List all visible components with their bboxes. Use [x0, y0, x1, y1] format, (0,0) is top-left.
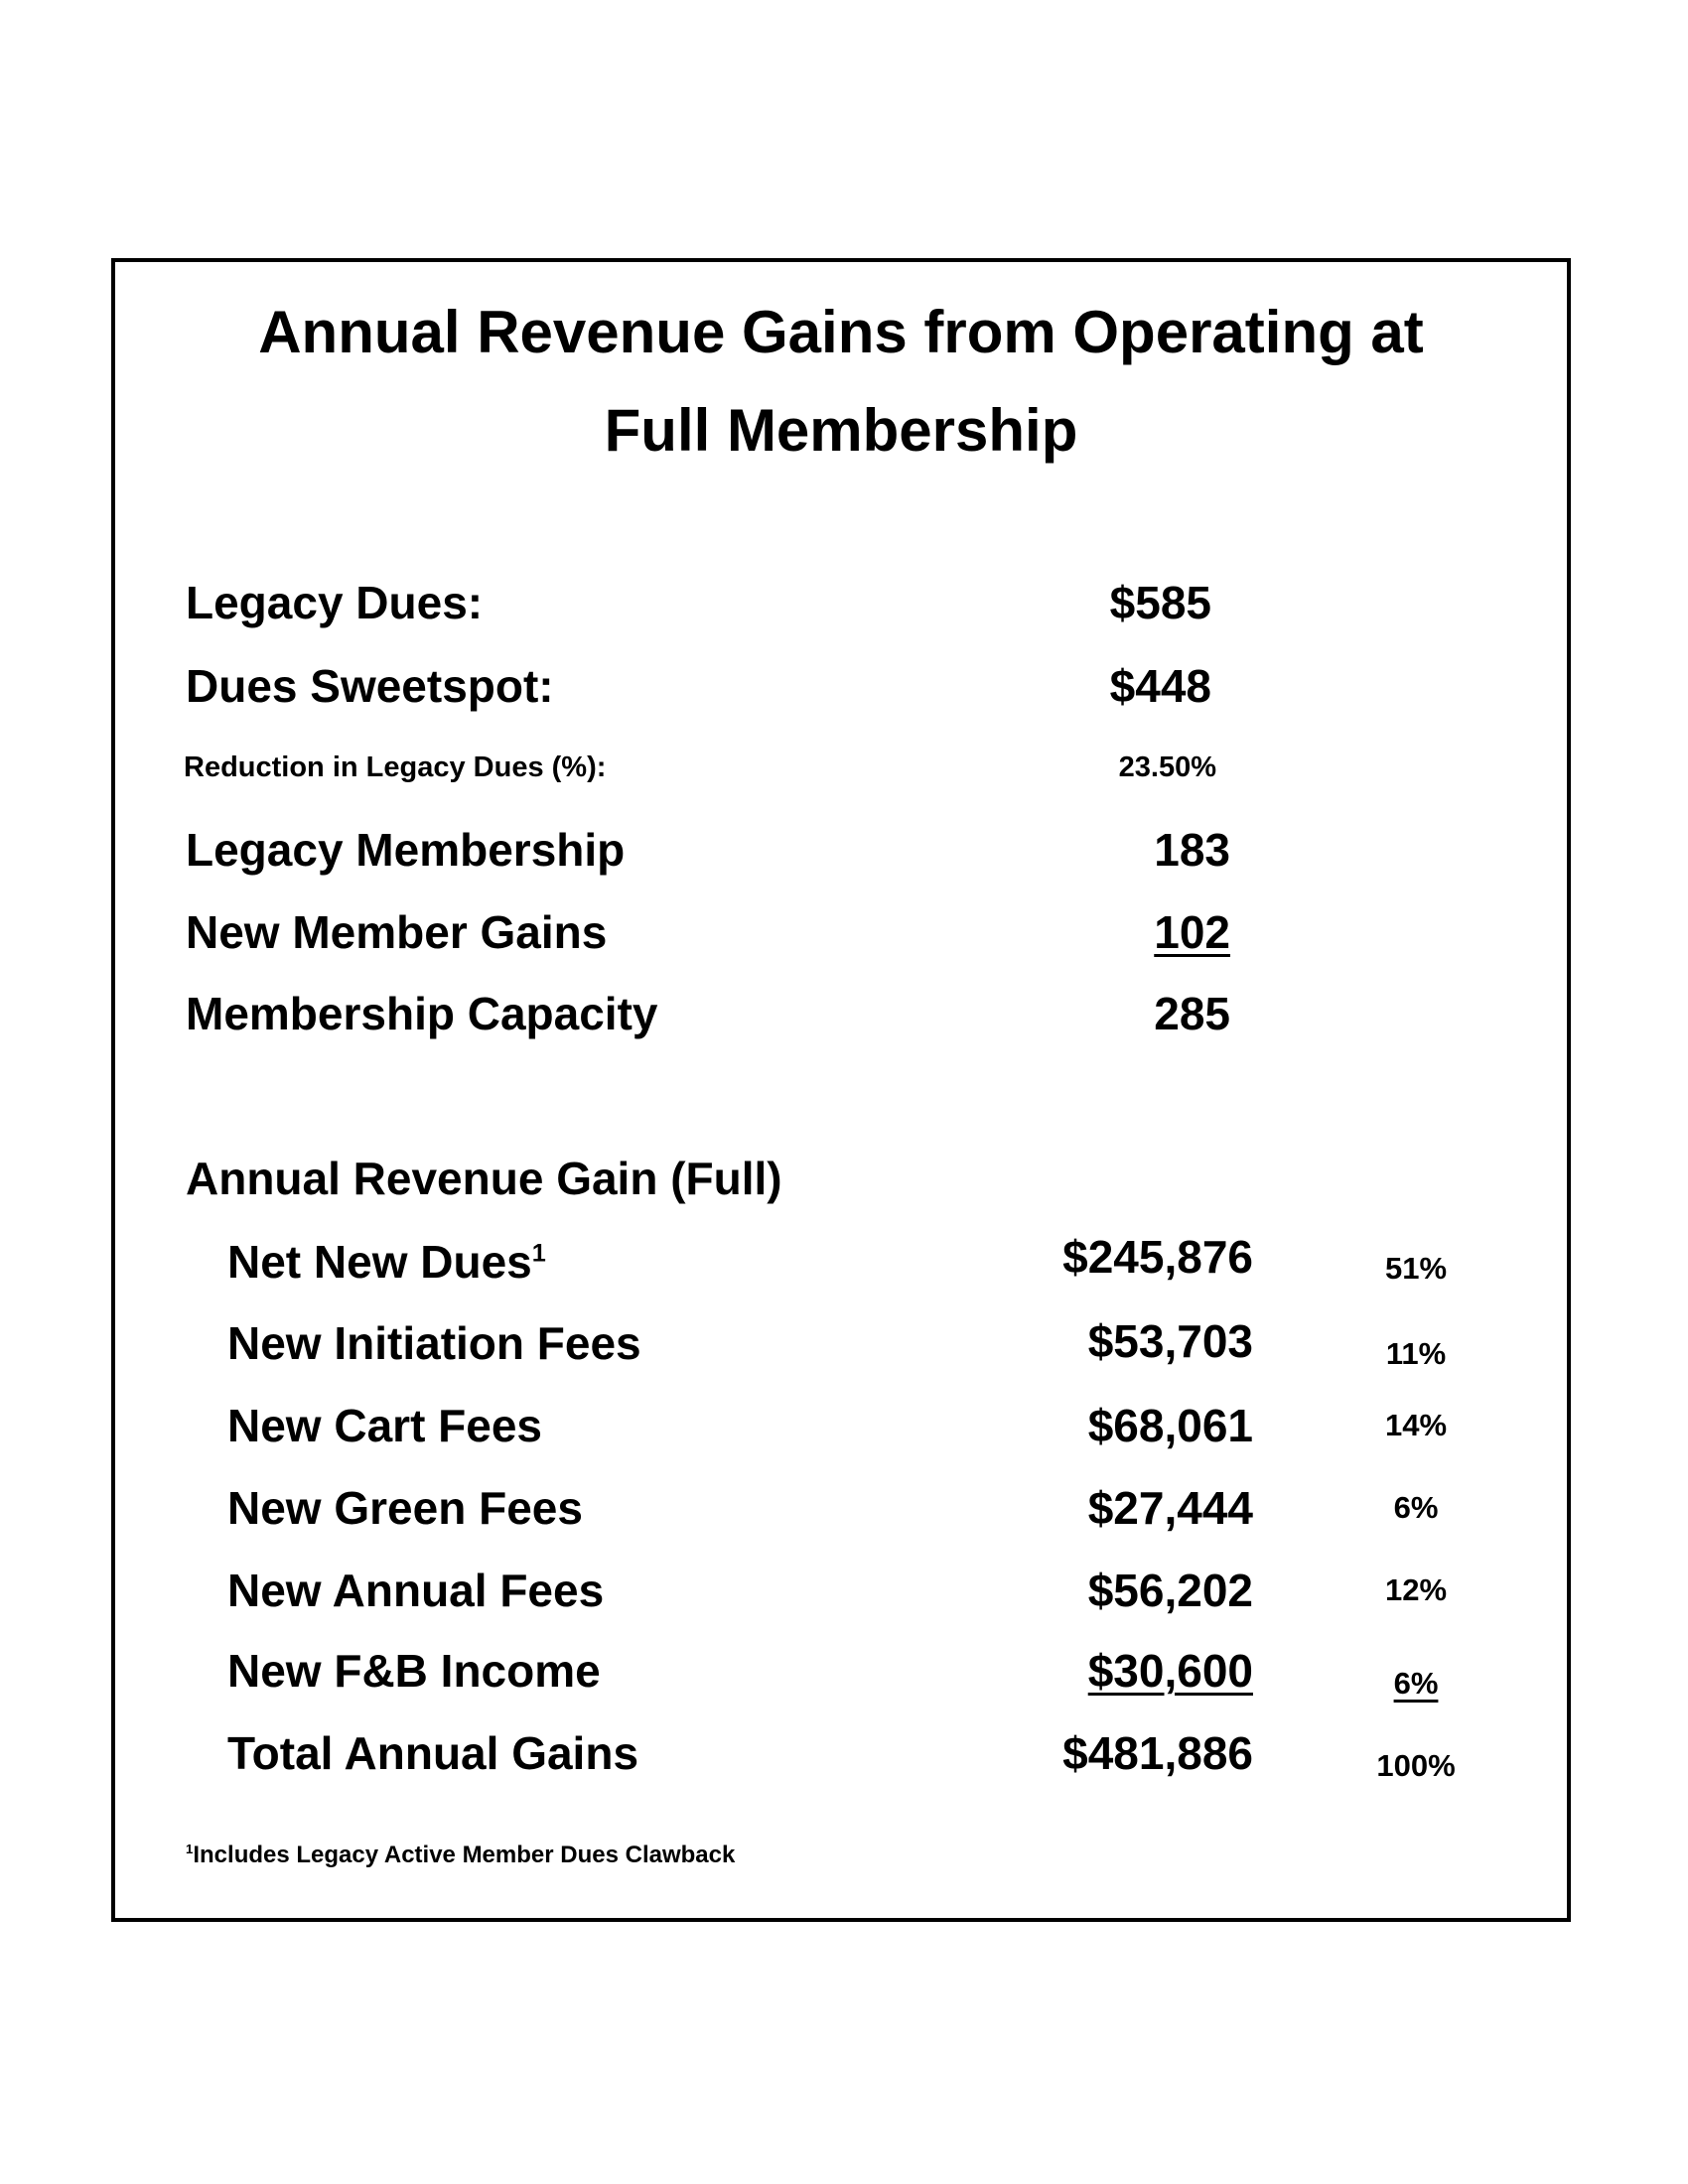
total-row-label: Total Annual Gains: [227, 1727, 639, 1779]
revenue-heading: Annual Revenue Gain (Full): [186, 1153, 782, 1204]
revenue-row-value: $27,444: [1087, 1482, 1253, 1534]
dues-sweetspot-value: $448: [1109, 660, 1211, 712]
content-frame: [111, 258, 1571, 1922]
revenue-row-label: New Annual Fees: [227, 1565, 605, 1616]
total-row-value: $481,886: [1062, 1727, 1253, 1779]
revenue-row-label: New Green Fees: [227, 1482, 583, 1534]
legacy-dues-value: $585: [1109, 577, 1211, 628]
dues-sweetspot-label: Dues Sweetspot:: [186, 660, 554, 712]
revenue-row-value: $30,600: [1087, 1645, 1253, 1697]
total-row-pct: 100%: [1376, 1748, 1456, 1783]
revenue-row-label: Net New Dues1: [227, 1236, 546, 1288]
revenue-row-pct: 12%: [1384, 1572, 1448, 1607]
revenue-row-value: $56,202: [1087, 1565, 1253, 1616]
footnote-marker: 1: [531, 1239, 546, 1268]
revenue-row-pct: 6%: [1393, 1490, 1439, 1525]
revenue-row-value: $245,876: [1062, 1231, 1253, 1283]
legacy-membership-value: 183: [1154, 824, 1230, 876]
revenue-row-pct: 6%: [1393, 1666, 1439, 1701]
revenue-row-pct: 11%: [1385, 1336, 1447, 1371]
revenue-row-label: New Initiation Fees: [227, 1317, 641, 1369]
membership-capacity-label: Membership Capacity: [186, 988, 658, 1039]
revenue-row-pct: 14%: [1384, 1408, 1448, 1442]
revenue-row-label: New F&B Income: [227, 1645, 601, 1697]
title-line-1: Annual Revenue Gains from Operating at: [258, 299, 1424, 365]
reduction-label: Reduction in Legacy Dues (%):: [184, 751, 607, 783]
revenue-row-pct: 51%: [1384, 1251, 1448, 1286]
revenue-row-value: $68,061: [1087, 1400, 1253, 1451]
legacy-dues-label: Legacy Dues:: [186, 577, 484, 628]
legacy-membership-label: Legacy Membership: [186, 824, 626, 876]
reduction-value: 23.50%: [1118, 751, 1216, 783]
new-member-gains-label: New Member Gains: [186, 906, 608, 958]
revenue-row-value: $53,703: [1087, 1315, 1253, 1367]
footnote: 1Includes Legacy Active Member Dues Claw…: [186, 1842, 736, 1868]
title-line-2: Full Membership: [604, 397, 1078, 464]
revenue-row-label: New Cart Fees: [227, 1400, 543, 1451]
new-member-gains-value: 102: [1154, 906, 1230, 958]
membership-capacity-value: 285: [1154, 988, 1230, 1039]
